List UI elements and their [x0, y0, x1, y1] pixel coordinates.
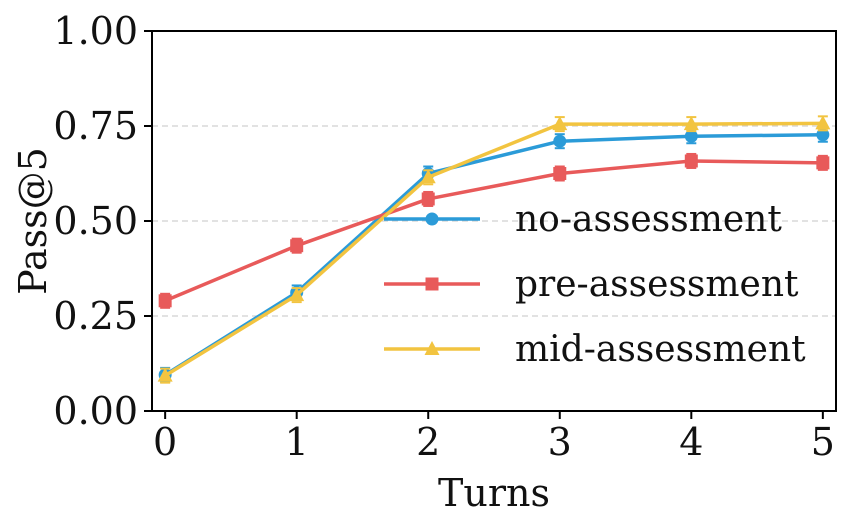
- data-point: [815, 115, 831, 130]
- legend-label: no-assessment: [515, 199, 782, 240]
- data-point: [683, 116, 699, 131]
- data-point: [684, 129, 698, 143]
- data-point: [816, 128, 830, 142]
- data-point: [290, 239, 304, 253]
- y-axis: 0.00 0.25 0.50 0.75 1.00: [53, 9, 152, 433]
- data-point: [158, 294, 172, 308]
- x-tick-label: 4: [679, 420, 703, 464]
- y-tick-label: 0.75: [53, 104, 138, 148]
- y-tick-label: 1.00: [53, 9, 138, 53]
- data-point: [684, 154, 698, 168]
- series-layer: [157, 115, 831, 384]
- legend-marker: [425, 212, 439, 226]
- y-tick-label: 0.50: [53, 199, 138, 243]
- series-mid-assessment: [157, 115, 831, 384]
- legend-marker: [425, 277, 439, 291]
- x-tick-label: 1: [285, 420, 309, 464]
- legend-label: pre-assessment: [515, 264, 799, 305]
- y-tick-label: 0.00: [53, 389, 138, 433]
- gridlines: [152, 125, 836, 317]
- data-point: [553, 167, 567, 180]
- x-tick-label: 5: [811, 420, 835, 464]
- y-tick-label: 0.25: [53, 294, 138, 338]
- legend-item: pre-assessment: [384, 264, 799, 305]
- data-point: [553, 134, 567, 148]
- legend: no-assessment pre-assessment mid-assessmen…: [384, 199, 806, 370]
- legend-label: mid-assessment: [515, 329, 806, 370]
- series-line: [164, 132, 823, 377]
- data-point: [552, 116, 568, 131]
- x-tick-label: 0: [153, 420, 177, 464]
- x-tick-label: 2: [416, 420, 440, 464]
- x-axis: 0 1 2 3 4 5: [153, 411, 835, 464]
- data-point: [157, 367, 173, 382]
- y-axis-label: Pass@5: [11, 147, 55, 295]
- legend-item: mid-assessment: [384, 329, 806, 370]
- data-point: [289, 287, 305, 302]
- legend-item: no-assessment: [384, 199, 782, 240]
- data-point: [816, 156, 830, 170]
- data-point: [421, 192, 435, 206]
- x-tick-label: 3: [548, 420, 572, 464]
- series-line: [164, 159, 823, 303]
- series-line: [164, 121, 823, 378]
- series-pre-assessment: [158, 152, 830, 309]
- data-point: [420, 169, 436, 184]
- x-axis-label: Turns: [438, 471, 550, 515]
- legend-marker: [424, 341, 440, 355]
